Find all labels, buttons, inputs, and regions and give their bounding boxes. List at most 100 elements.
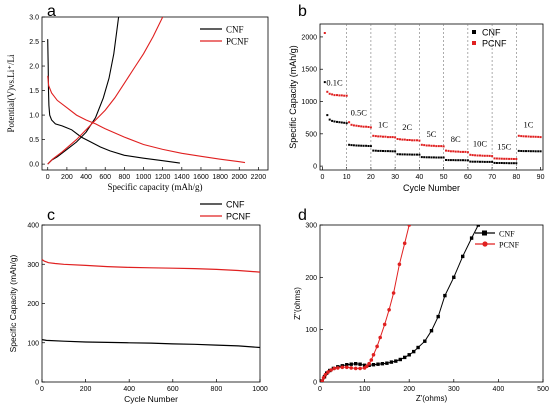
data-point: [503, 157, 506, 160]
data-point: [525, 135, 527, 138]
data-point: [326, 114, 329, 117]
data-point: [321, 376, 326, 380]
data-point: [508, 162, 511, 165]
data-point: [343, 94, 346, 97]
x-tick-label: 0: [320, 174, 324, 181]
data-point: [420, 156, 423, 159]
data-point: [386, 136, 389, 139]
data-point: [384, 135, 387, 138]
legend-marker: [482, 230, 487, 236]
data-point: [360, 144, 363, 147]
y-axis-label: Potential(V)vs.Li⁺/Li: [6, 54, 16, 132]
data-point: [447, 149, 450, 152]
data-point: [464, 159, 467, 162]
x-axis-label: Cycle Number: [124, 394, 178, 404]
data-point: [382, 150, 384, 152]
data-point: [476, 225, 480, 227]
data-point: [376, 362, 380, 366]
data-point: [379, 135, 382, 138]
data-point: [357, 144, 360, 147]
data-point: [512, 158, 515, 160]
data-point: [525, 150, 527, 153]
data-point: [454, 150, 457, 153]
data-point: [386, 150, 389, 153]
y-tick-label: 300: [27, 262, 39, 269]
data-point: [382, 135, 384, 138]
data-point: [445, 159, 447, 161]
data-point: [476, 160, 479, 163]
y-tick-label: 1.5: [29, 88, 39, 95]
data-point: [387, 308, 391, 312]
panel-a-potential-vs-capacity: 0 200 400 600 800 1000 1200 1400 1600 1800 2000 220…: [6, 3, 269, 192]
y-axis-label: Z''(ohms): [293, 287, 302, 320]
x-axis-label: Z'(ohms): [416, 394, 448, 403]
data-point: [437, 145, 440, 148]
x-tick-label: 2000: [231, 174, 247, 181]
data-point: [369, 145, 372, 148]
y-tick-label: 0: [313, 380, 317, 387]
y-tick-label: 2000: [301, 34, 317, 41]
data-point: [385, 361, 389, 365]
data-point: [389, 150, 392, 153]
rate-label: 0.5C: [351, 108, 368, 118]
data-point: [459, 159, 462, 162]
panel-b-rate-capability: 0 10 20 30 40 50 60 70 80 90 0 500 1000 1500 2000 Cycle…: [288, 3, 545, 193]
x-tick-label: 2200: [251, 174, 267, 181]
data-point: [360, 125, 363, 128]
data-point: [495, 162, 498, 164]
data-point: [323, 81, 326, 84]
data-point: [529, 150, 532, 153]
data-point: [488, 154, 491, 157]
data-point: [348, 143, 351, 146]
series-pcnf: [41, 259, 261, 273]
data-point: [349, 362, 353, 366]
data-point: [539, 150, 542, 153]
data-point: [510, 157, 513, 160]
data-point: [488, 160, 491, 163]
data-point: [416, 153, 418, 156]
data-point: [461, 254, 465, 259]
data-point: [403, 138, 406, 141]
data-point: [350, 123, 353, 126]
y-tick-label: 200: [305, 275, 317, 282]
data-point: [394, 136, 397, 139]
data-point: [435, 156, 438, 159]
data-point: [391, 136, 394, 139]
data-point: [326, 90, 329, 93]
data-point: [354, 362, 358, 366]
data-point: [445, 149, 447, 152]
x-tick-label: 200: [403, 386, 415, 393]
data-point: [352, 124, 355, 127]
rate-label: 0.1C: [326, 77, 343, 87]
y-tick-label: 100: [27, 340, 39, 347]
x-tick-label: 1200: [155, 174, 171, 181]
x-tick-label: 400: [80, 174, 92, 181]
data-point: [389, 360, 394, 364]
data-point: [425, 144, 428, 147]
plot-frame: [319, 224, 544, 383]
data-point: [432, 144, 435, 147]
data-point: [432, 156, 435, 159]
data-point: [464, 150, 467, 153]
data-point: [320, 379, 324, 382]
data-point: [503, 162, 506, 165]
x-tick-label: 800: [211, 386, 223, 393]
data-point: [466, 151, 469, 154]
data-point: [352, 144, 355, 147]
data-point: [423, 339, 427, 343]
data-point: [365, 364, 369, 369]
data-point: [505, 162, 508, 165]
data-point: [520, 150, 523, 152]
y-tick-label: 400: [27, 223, 39, 230]
data-point: [532, 135, 535, 138]
data-point: [355, 144, 358, 147]
data-point: [336, 94, 338, 97]
series-cnf: [320, 225, 480, 382]
data-point: [377, 149, 380, 152]
x-tick-label: 100: [359, 386, 371, 393]
panel-label: c: [47, 207, 55, 224]
x-tick-label: 10: [343, 174, 351, 181]
data-point: [449, 159, 452, 162]
y-tick-label: 0.0: [29, 162, 39, 169]
data-point: [371, 353, 376, 357]
